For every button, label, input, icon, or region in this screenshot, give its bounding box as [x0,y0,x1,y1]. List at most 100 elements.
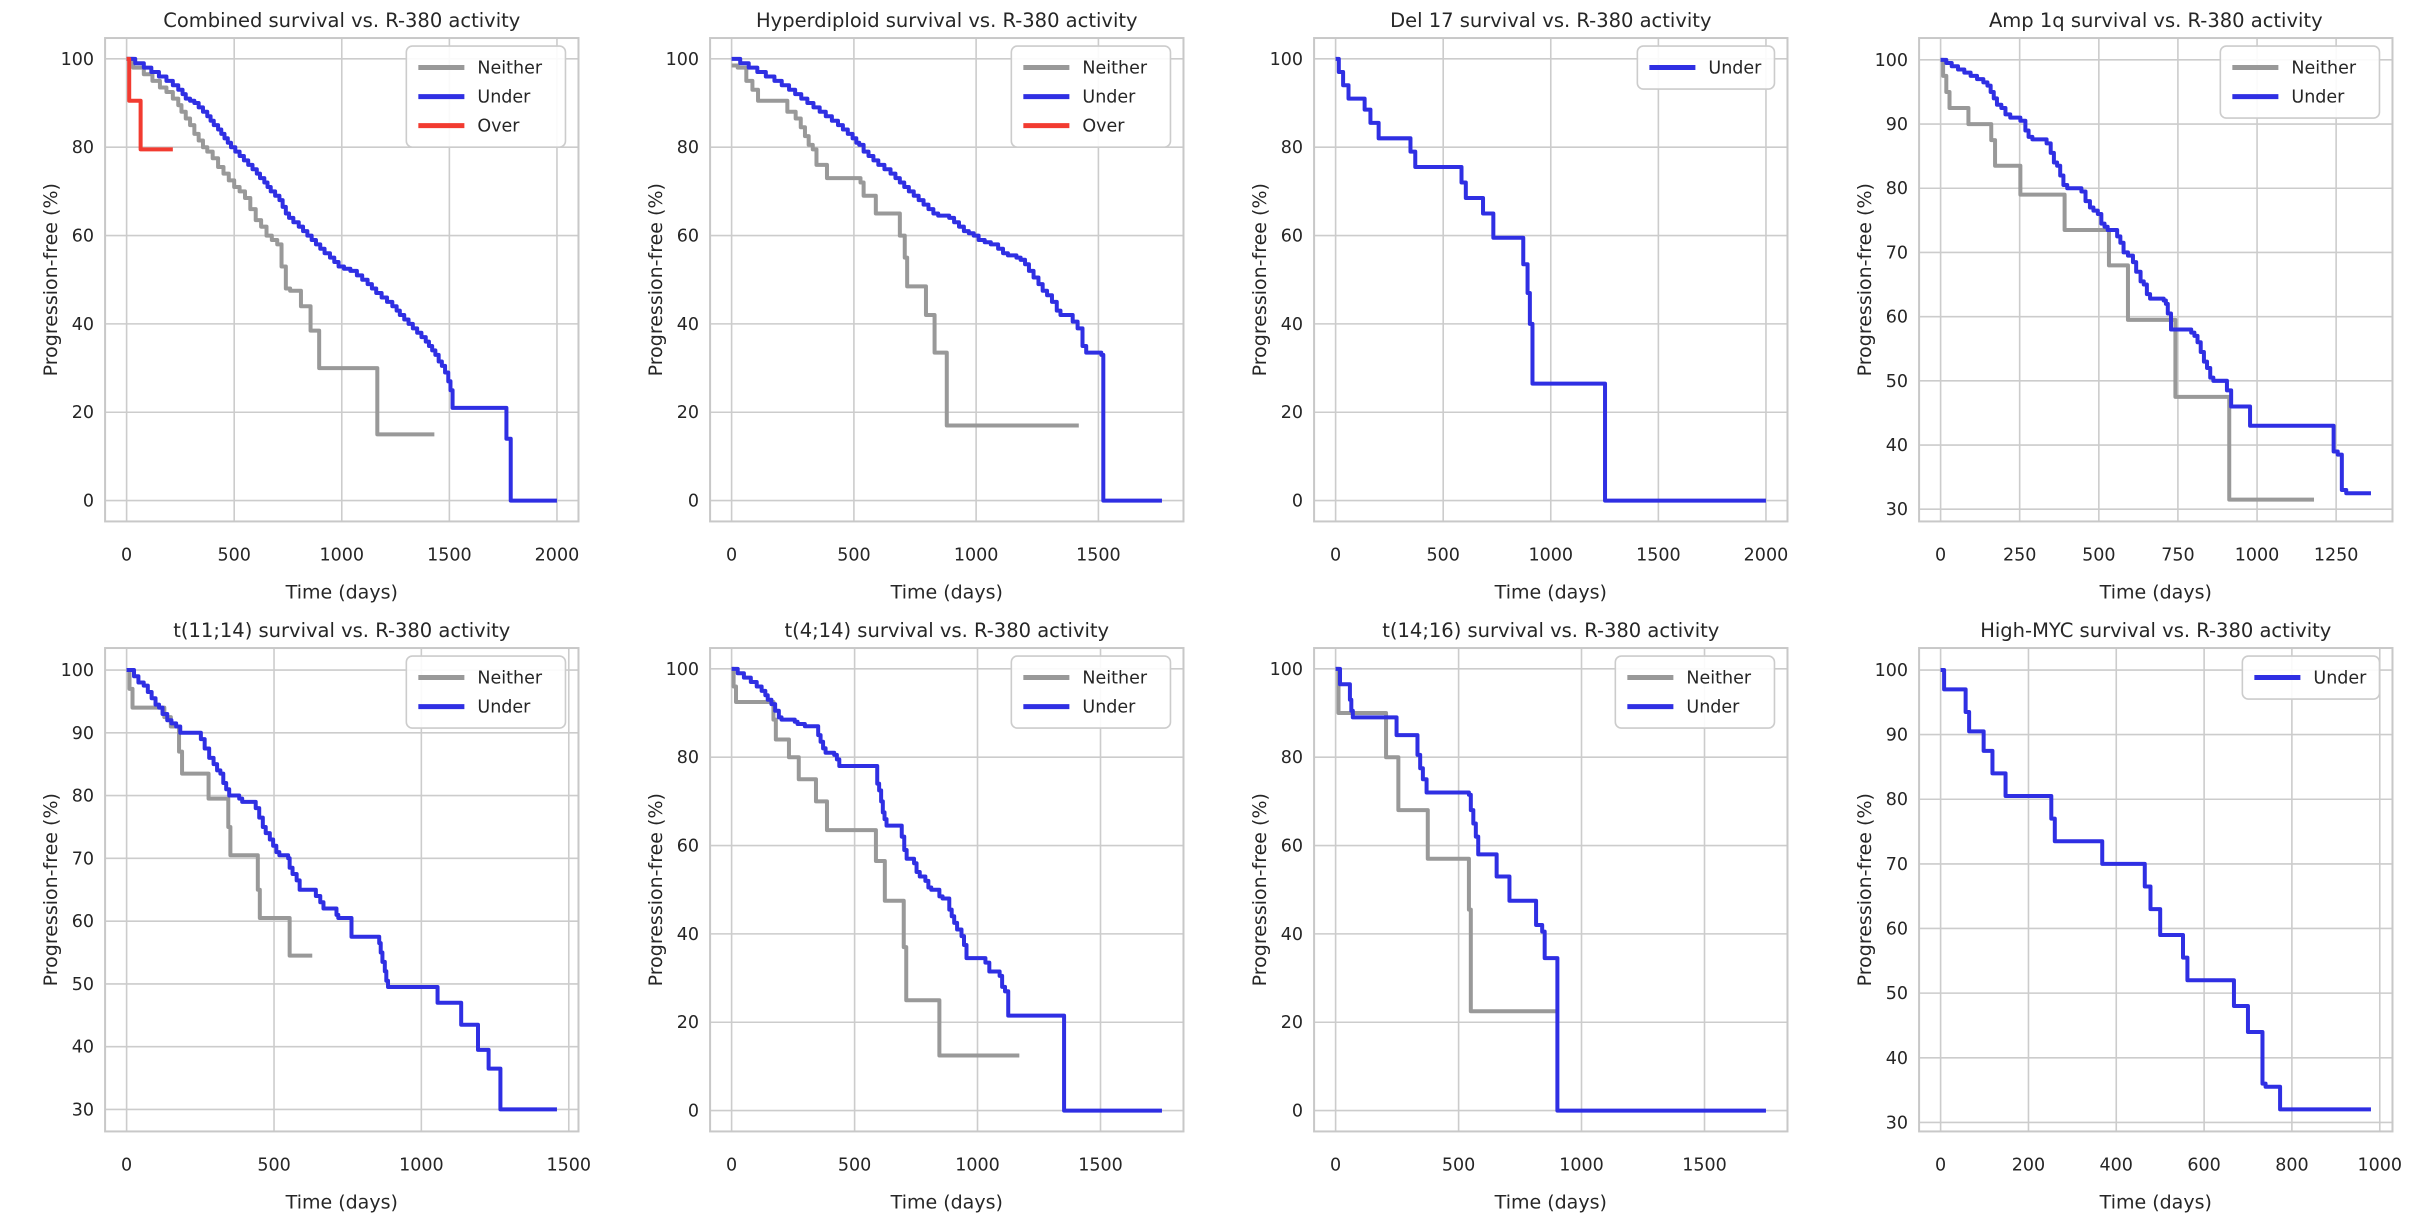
x-tick-label: 500 [1426,545,1459,565]
legend-item-label: Neither [477,668,542,688]
y-tick-label: 20 [676,403,698,423]
series-under-line [1336,668,1766,1110]
x-tick-label: 1000 [2357,1155,2402,1175]
y-tick-label: 80 [1281,138,1303,158]
y-tick-label: 100 [1270,659,1303,679]
y-tick-label: 90 [72,723,94,743]
x-tick-label: 1500 [427,545,472,565]
series-neither-line [127,670,313,956]
x-tick-label: 1500 [1682,1155,1727,1175]
y-tick-label: 80 [1281,748,1303,768]
series-neither-line [1940,60,2313,500]
y-tick-label: 100 [61,50,94,70]
x-tick-label: 500 [2082,545,2115,565]
subplot-title: Combined survival vs. R-380 activity [163,9,520,32]
y-axis-label: Progression-free (%) [1249,183,1271,376]
legend-item-label: Neither [477,59,542,79]
x-tick-label: 2000 [1744,545,1789,565]
y-tick-label: 80 [676,748,698,768]
y-tick-label: 80 [1885,790,1907,810]
y-tick-label: 40 [1885,1048,1907,1068]
series-neither-line [127,59,435,435]
x-tick-label: 1500 [1076,545,1121,565]
y-tick-label: 70 [72,849,94,869]
subplot-title: Hyperdiploid survival vs. R-380 activity [756,9,1138,32]
x-tick-label: 500 [257,1155,290,1175]
subplot-title: t(14;16) survival vs. R-380 activity [1382,619,1719,642]
y-tick-label: 60 [1885,308,1907,328]
y-tick-label: 80 [72,138,94,158]
y-axis-label: Progression-free (%) [645,793,667,986]
y-axis-label: Progression-free (%) [1854,183,1876,376]
x-tick-label: 400 [2099,1155,2132,1175]
x-tick-label: 2000 [535,545,580,565]
x-tick-label: 0 [1330,1155,1341,1175]
x-tick-label: 600 [2187,1155,2220,1175]
y-axis-label: Progression-free (%) [1854,793,1876,986]
y-tick-label: 40 [676,315,698,335]
x-axis-label: Time (days) [285,1191,398,1213]
y-tick-label: 80 [72,786,94,806]
legend-item-label: Under [1082,697,1136,717]
x-tick-label: 1000 [2234,545,2279,565]
x-tick-label: 500 [1442,1155,1475,1175]
y-tick-label: 0 [687,1101,698,1121]
y-tick-label: 40 [1885,436,1907,456]
x-tick-label: 500 [837,1155,870,1175]
y-tick-label: 20 [676,1013,698,1033]
y-tick-label: 50 [1885,372,1907,392]
x-axis-label: Time (days) [2098,1191,2211,1213]
x-tick-label: 200 [2011,1155,2044,1175]
x-axis-label: Time (days) [889,1191,1002,1213]
axes-border [1919,648,2392,1131]
legend-item-label: Under [477,88,531,108]
y-tick-label: 40 [72,315,94,335]
y-tick-label: 60 [676,227,698,247]
y-tick-label: 0 [83,492,94,512]
x-tick-label: 0 [1935,1155,1946,1175]
x-axis-label: Time (days) [889,581,1002,603]
x-tick-label: 0 [121,545,132,565]
x-tick-label: 1500 [1078,1155,1123,1175]
x-axis-label: Time (days) [285,581,398,603]
x-tick-label: 750 [2161,545,2194,565]
series-under-line [731,668,1161,1110]
y-tick-label: 40 [1281,924,1303,944]
x-tick-label: 0 [726,1155,737,1175]
y-tick-label: 60 [72,227,94,247]
x-tick-label: 1000 [399,1155,444,1175]
legend: Under [1637,46,1774,89]
y-tick-label: 90 [1885,115,1907,135]
x-tick-label: 500 [217,545,250,565]
x-axis-label: Time (days) [1494,1191,1607,1213]
x-tick-label: 0 [1330,545,1341,565]
y-tick-label: 60 [676,836,698,856]
x-tick-label: 1000 [1529,545,1574,565]
legend-item-label: Over [1082,117,1125,137]
x-tick-label: 800 [2275,1155,2308,1175]
y-axis-label: Progression-free (%) [1249,793,1271,986]
legend-item-label: Under [1708,59,1762,79]
x-tick-label: 500 [837,545,870,565]
subplot-title: Amp 1q survival vs. R-380 activity [1988,9,2322,32]
subplot-title: Del 17 survival vs. R-380 activity [1390,9,1711,32]
y-tick-label: 100 [665,50,698,70]
legend-item-label: Under [477,697,531,717]
legend: Under [2242,656,2379,699]
x-tick-label: 0 [121,1155,132,1175]
y-tick-label: 50 [72,974,94,994]
y-tick-label: 60 [1885,919,1907,939]
